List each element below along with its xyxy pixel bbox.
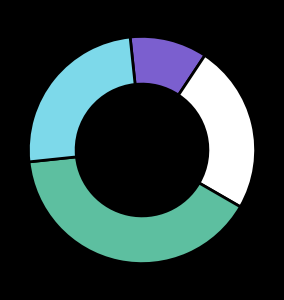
Wedge shape [130,36,205,95]
Wedge shape [28,37,135,162]
Wedge shape [178,56,256,207]
Wedge shape [29,157,240,264]
